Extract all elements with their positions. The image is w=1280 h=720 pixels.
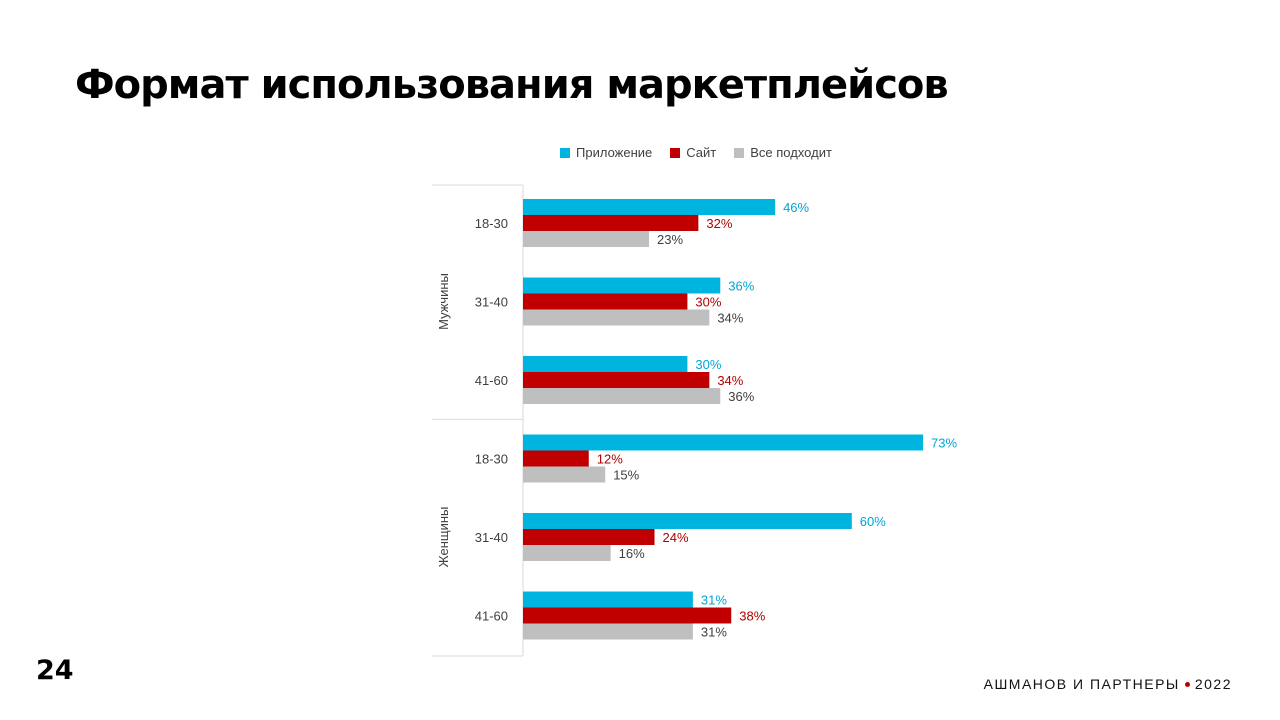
chart-legend: Приложение Сайт Все подходит <box>560 145 832 160</box>
bar-all <box>523 623 693 640</box>
bar-site <box>523 450 589 467</box>
data-label: 46% <box>783 200 809 215</box>
category-label: 31-40 <box>475 530 508 545</box>
bar-app <box>523 199 776 215</box>
legend-label-app: Приложение <box>576 145 653 160</box>
data-label: 15% <box>613 468 639 483</box>
category-label: 41-60 <box>475 373 508 388</box>
data-label: 31% <box>701 593 727 608</box>
category-label: 41-60 <box>475 609 508 624</box>
category-label: 31-40 <box>475 295 508 310</box>
data-label: 36% <box>728 389 754 404</box>
data-label: 36% <box>728 279 754 294</box>
data-label: 31% <box>701 625 727 640</box>
group-label: Мужчины <box>436 273 451 330</box>
bar-app <box>523 277 721 294</box>
data-label: 73% <box>931 436 957 451</box>
legend-swatch-all <box>734 147 745 158</box>
legend-swatch-site <box>670 147 681 158</box>
bar-site <box>523 529 655 545</box>
data-label: 32% <box>706 216 732 231</box>
bar-app <box>523 434 924 451</box>
brand-year: 2022 <box>1194 676 1232 692</box>
bar-app <box>523 591 693 608</box>
brand-dot-icon <box>1184 681 1190 687</box>
brand-footer: АШМАНОВ И ПАРТНЕРЫ 2022 <box>984 676 1232 692</box>
bar-all <box>523 466 606 483</box>
bar-all <box>523 231 650 247</box>
category-label: 18-30 <box>475 452 508 467</box>
data-label: 16% <box>619 546 645 561</box>
legend-item-all: Все подходит <box>734 145 832 160</box>
data-label: 30% <box>695 295 721 310</box>
bar-site <box>523 293 688 310</box>
bar-app <box>523 356 688 372</box>
data-label: 30% <box>695 357 721 372</box>
legend-label-site: Сайт <box>686 145 717 160</box>
bar-all <box>523 545 611 561</box>
legend-item-app: Приложение <box>560 145 652 160</box>
data-label: 12% <box>597 452 623 467</box>
brand-name: АШМАНОВ И ПАРТНЕРЫ <box>983 676 1180 692</box>
bar-app <box>523 513 852 529</box>
bar-all <box>523 309 710 326</box>
page-title: Формат использования маркетплейсов <box>75 62 949 108</box>
legend-label-all: Все подходит <box>750 145 832 160</box>
page-number: 24 <box>36 655 74 686</box>
data-label: 23% <box>657 232 683 247</box>
legend-item-site: Сайт <box>670 145 716 160</box>
bar-site <box>523 215 699 231</box>
bar-site <box>523 372 710 388</box>
group-label: Женщины <box>436 507 451 568</box>
data-label: 24% <box>663 530 689 545</box>
legend-swatch-app <box>560 147 570 158</box>
data-label: 60% <box>860 514 886 529</box>
data-label: 34% <box>717 311 743 326</box>
data-label: 34% <box>717 373 743 388</box>
data-label: 38% <box>739 609 765 624</box>
category-label: 18-30 <box>475 216 508 231</box>
bar-site <box>523 607 732 624</box>
bar-all <box>523 388 721 404</box>
